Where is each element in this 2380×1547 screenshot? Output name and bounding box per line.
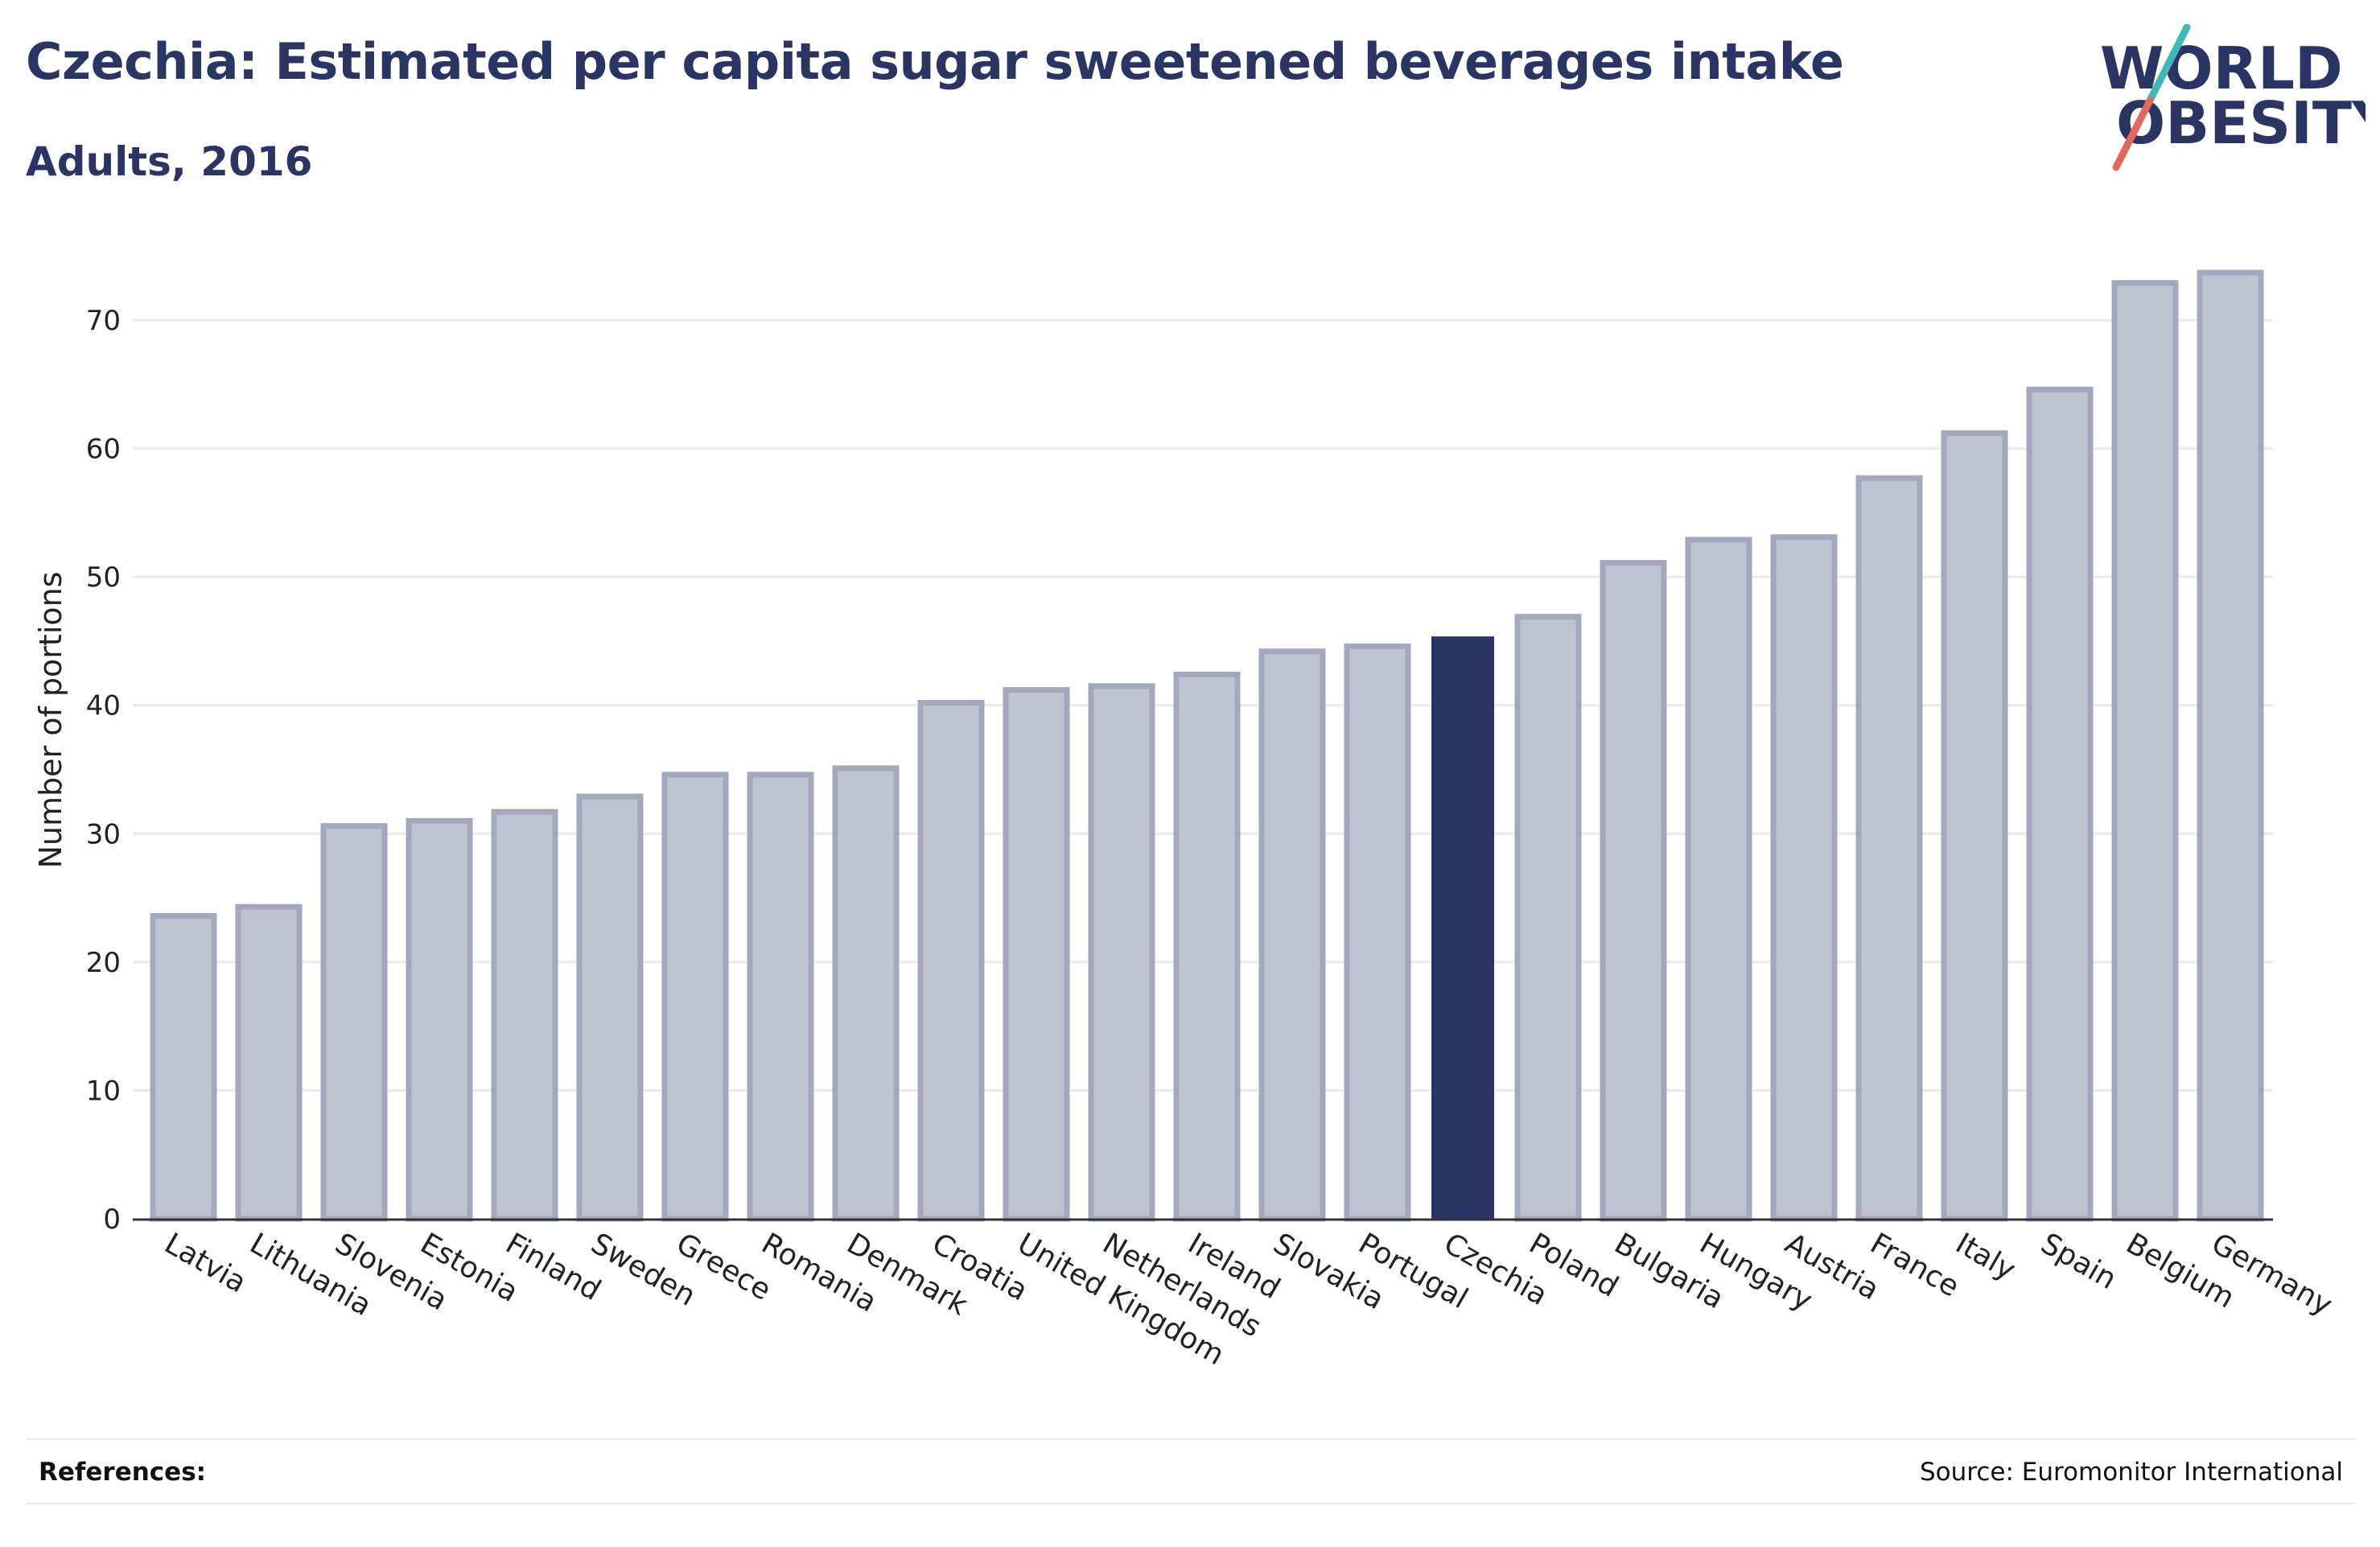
bar-united-kingdom xyxy=(1003,687,1070,1222)
bar-ireland xyxy=(1173,671,1241,1222)
bar-slovenia xyxy=(320,823,388,1222)
bar-germany xyxy=(2197,269,2264,1222)
x-tick-label: France xyxy=(1865,1227,1965,1303)
y-tick-label: 60 xyxy=(86,434,121,466)
bar-belgium xyxy=(2111,280,2179,1222)
y-tick-label: 20 xyxy=(86,947,121,979)
y-tick-label: 50 xyxy=(86,562,121,594)
world-obesity-logo: WORLD OBESITY xyxy=(2092,23,2380,177)
logo-word-obesity: OBESITY xyxy=(2116,89,2366,157)
x-tick-labels: LatviaLithuaniaSloveniaEstoniaFinlandSwe… xyxy=(159,1227,2338,1372)
world-obesity-logo-graphic: WORLD OBESITY xyxy=(2100,23,2380,171)
bar-finland xyxy=(491,808,558,1222)
bar-greece xyxy=(661,771,729,1222)
bar-latvia xyxy=(150,912,217,1222)
y-tick-labels: 0 10 20 30 40 50 60 70 xyxy=(86,305,121,1236)
y-tick-label: 40 xyxy=(86,690,121,722)
logo-slash-teal xyxy=(2146,23,2191,105)
bar-portugal xyxy=(1344,643,1411,1222)
y-axis-label: Number of portions xyxy=(33,571,68,868)
y-tick-label: 30 xyxy=(86,818,121,850)
y-tick-label: 10 xyxy=(86,1075,121,1107)
x-tick-label: Spain xyxy=(2036,1227,2123,1296)
bar-croatia xyxy=(917,700,985,1222)
bar-sweden xyxy=(576,793,644,1222)
bar-czechia xyxy=(1431,636,1494,1220)
bar-slovakia xyxy=(1258,648,1326,1222)
references-label: References: xyxy=(39,1458,207,1487)
x-tick-label: Latvia xyxy=(159,1227,252,1299)
logo-slash-red xyxy=(2112,97,2154,171)
bar-denmark xyxy=(832,765,900,1222)
bar-hungary xyxy=(1685,537,1752,1222)
bar-france xyxy=(1855,475,1923,1222)
bar-bulgaria xyxy=(1600,560,1667,1222)
bar-italy xyxy=(1941,430,2008,1222)
chart-title: Czechia: Estimated per capita sugar swee… xyxy=(26,32,1844,91)
y-tick-label: 0 xyxy=(103,1203,121,1236)
bar-netherlands xyxy=(1088,683,1155,1222)
y-tick-label: 70 xyxy=(86,305,121,337)
bars xyxy=(150,269,2264,1222)
footer-divider-top xyxy=(26,1438,2356,1440)
bar-estonia xyxy=(406,817,473,1222)
footer-divider-bottom xyxy=(26,1503,2356,1504)
bar-austria xyxy=(1770,534,1838,1222)
bar-lithuania xyxy=(235,903,303,1222)
bar-romania xyxy=(747,771,814,1222)
bar-spain xyxy=(2026,386,2094,1222)
x-tick-label: Finland xyxy=(500,1227,607,1307)
chart-subtitle: Adults, 2016 xyxy=(26,138,313,185)
logo-word-world: WORLD xyxy=(2100,35,2343,102)
source-note: Source: Euromonitor International xyxy=(1919,1458,2343,1487)
bar-poland xyxy=(1514,614,1582,1222)
